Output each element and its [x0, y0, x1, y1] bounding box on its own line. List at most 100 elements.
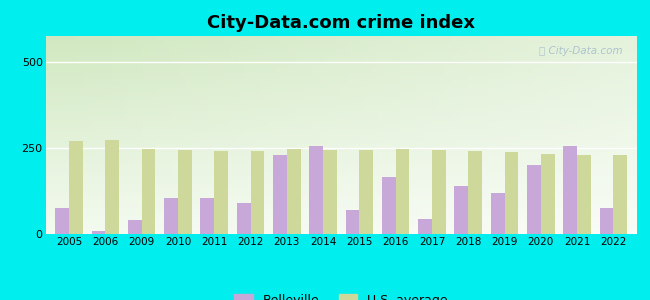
Bar — [142, 148, 155, 234]
Bar — [46, 172, 637, 173]
Bar — [571, 36, 578, 234]
Bar — [46, 149, 637, 151]
Bar — [46, 164, 637, 165]
Bar — [519, 36, 526, 234]
Bar — [46, 48, 637, 49]
Bar — [577, 155, 591, 234]
Bar — [46, 226, 637, 227]
Bar — [46, 58, 637, 60]
Bar — [46, 88, 637, 89]
Bar — [46, 53, 637, 55]
Bar — [201, 36, 208, 234]
Bar — [46, 69, 637, 70]
Bar — [46, 102, 637, 103]
Bar — [46, 202, 637, 204]
Bar — [230, 36, 238, 234]
Bar — [46, 78, 637, 80]
Bar — [346, 210, 359, 234]
Bar — [548, 36, 556, 234]
Bar — [46, 176, 637, 177]
Bar — [46, 95, 637, 97]
Bar — [46, 81, 637, 82]
Bar — [452, 36, 460, 234]
Bar — [489, 36, 497, 234]
Bar — [46, 227, 637, 229]
Bar — [615, 36, 622, 234]
Bar — [46, 83, 637, 85]
Bar — [55, 208, 69, 234]
Bar — [214, 151, 228, 234]
Bar — [46, 106, 637, 107]
Bar — [630, 36, 637, 234]
Bar — [467, 36, 474, 234]
Bar — [46, 148, 637, 149]
Bar — [267, 36, 275, 234]
Bar — [260, 36, 267, 234]
Bar — [46, 123, 637, 124]
Bar — [46, 74, 637, 76]
Bar — [385, 36, 393, 234]
Bar — [46, 167, 637, 168]
Bar — [46, 230, 637, 231]
Bar — [46, 99, 637, 101]
Bar — [46, 146, 637, 147]
Bar — [238, 36, 245, 234]
Bar — [422, 36, 430, 234]
Bar — [46, 72, 637, 73]
Bar — [289, 36, 297, 234]
Bar — [46, 118, 637, 119]
Bar — [46, 98, 637, 99]
Bar — [460, 36, 467, 234]
Bar — [46, 201, 637, 202]
Bar — [46, 93, 637, 94]
Bar — [378, 36, 385, 234]
Bar — [46, 151, 637, 152]
Bar — [46, 107, 637, 109]
Bar — [46, 184, 637, 185]
Bar — [46, 66, 637, 68]
Bar — [614, 155, 627, 234]
Bar — [250, 151, 265, 234]
Bar — [46, 60, 637, 61]
Bar — [46, 182, 637, 184]
Bar — [482, 36, 489, 234]
Bar — [541, 36, 548, 234]
Bar — [98, 36, 105, 234]
Bar — [534, 36, 541, 234]
Bar — [46, 97, 637, 98]
Bar — [46, 158, 637, 159]
Bar — [585, 36, 593, 234]
Bar — [46, 50, 637, 52]
Bar — [46, 220, 637, 221]
Text: ⓘ City-Data.com: ⓘ City-Data.com — [539, 46, 622, 56]
Bar — [382, 177, 396, 234]
Bar — [445, 36, 452, 234]
Bar — [46, 90, 637, 92]
Bar — [75, 36, 83, 234]
Bar — [46, 49, 637, 50]
Bar — [504, 36, 512, 234]
Bar — [164, 36, 171, 234]
Bar — [46, 152, 637, 154]
Bar — [46, 163, 637, 164]
Bar — [46, 55, 637, 56]
Bar — [454, 186, 468, 234]
Bar — [46, 65, 637, 66]
Bar — [46, 154, 637, 155]
Bar — [46, 37, 637, 39]
Bar — [46, 213, 637, 214]
Bar — [46, 139, 637, 140]
Bar — [46, 82, 637, 83]
Bar — [46, 101, 637, 102]
Bar — [105, 140, 119, 234]
Bar — [46, 215, 637, 217]
Bar — [46, 204, 637, 205]
Bar — [46, 52, 637, 53]
Bar — [607, 36, 615, 234]
Bar — [556, 36, 563, 234]
Bar — [92, 231, 105, 234]
Bar — [46, 136, 637, 138]
Bar — [46, 155, 637, 156]
Bar — [323, 150, 337, 234]
Bar — [46, 119, 637, 121]
